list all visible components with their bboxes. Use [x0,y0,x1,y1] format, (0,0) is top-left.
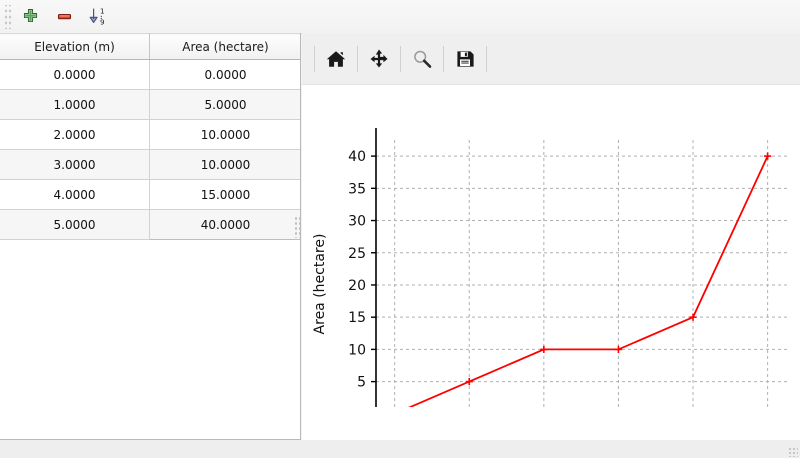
cell-elevation[interactable]: 2.0000 [0,119,150,150]
cell-elevation[interactable]: 4.0000 [0,179,150,210]
toolbar-drag-grip[interactable] [3,4,13,29]
toolbar-separator [486,45,487,72]
status-bar [0,440,800,458]
table-toolbar: 1 9 [0,0,800,34]
floppy-disk-icon [457,50,474,67]
svg-text:Area (hectare): Area (hectare) [312,234,328,335]
svg-text:35: 35 [348,181,366,197]
table-header-row: Elevation (m) Area (hectare) [0,33,300,60]
table-row[interactable]: 3.0000 10.0000 [0,149,300,180]
data-table-panel[interactable]: Elevation (m) Area (hectare) 0.0000 0.00… [0,33,301,440]
add-row-button[interactable] [14,2,46,32]
plus-icon [23,8,37,23]
toolbar-separator [314,45,315,72]
svg-text:1: 1 [100,6,105,15]
toolbar-separator [400,45,401,72]
svg-text:10: 10 [348,342,366,358]
cell-elevation[interactable]: 0.0000 [0,59,150,90]
svg-text:15: 15 [348,310,366,326]
plot-toolbar [302,33,800,85]
cell-area-selected[interactable]: 40.0000 [149,209,300,240]
save-button[interactable] [448,42,482,76]
cell-elevation[interactable]: 1.0000 [0,89,150,120]
elevation-area-table[interactable]: Elevation (m) Area (hectare) 0.0000 0.00… [0,33,300,240]
cell-area[interactable]: 10.0000 [149,119,300,150]
home-icon [326,50,346,67]
toolbar-separator [357,45,358,72]
table-row[interactable]: 1.0000 5.0000 [0,89,300,120]
cell-area[interactable]: 0.0000 [149,59,300,90]
pan-button[interactable] [362,42,396,76]
toolbar-separator [443,45,444,72]
cell-elevation[interactable]: 5.0000 [0,209,150,240]
sort-descending-icon: 1 9 [89,6,105,26]
svg-text:20: 20 [348,278,366,294]
column-header-elevation[interactable]: Elevation (m) [0,33,150,60]
svg-text:9: 9 [100,17,105,26]
table-body: 0.0000 0.0000 1.0000 5.0000 2.0000 10.00… [0,59,300,240]
cell-elevation[interactable]: 3.0000 [0,149,150,180]
cell-area[interactable]: 15.0000 [149,179,300,210]
remove-row-button[interactable] [48,2,80,32]
svg-text:5: 5 [357,375,366,391]
table-row[interactable]: 2.0000 10.0000 [0,119,300,150]
magnifier-icon [414,50,432,68]
zoom-button[interactable] [405,42,439,76]
minus-icon [57,13,71,20]
plot-panel-filler [302,407,800,440]
column-header-area[interactable]: Area (hectare) [149,33,300,60]
panel-splitter[interactable] [294,216,300,238]
resize-grip[interactable] [788,447,798,457]
plot-panel: 0510152025303540012345Elevation (m)Area … [302,33,800,454]
svg-text:30: 30 [348,214,366,230]
move-arrows-icon [370,49,388,67]
chart-canvas[interactable]: 0510152025303540012345Elevation (m)Area … [302,85,800,454]
cell-area[interactable]: 5.0000 [149,89,300,120]
sort-descending-button[interactable]: 1 9 [82,2,114,32]
cell-area[interactable]: 10.0000 [149,149,300,180]
home-button[interactable] [319,42,353,76]
table-row[interactable]: 5.0000 40.0000 [0,209,300,240]
svg-text:25: 25 [348,246,366,262]
line-chart: 0510152025303540012345Elevation (m)Area … [312,128,790,454]
svg-text:40: 40 [348,149,366,165]
table-row[interactable]: 0.0000 0.0000 [0,59,300,90]
table-row[interactable]: 4.0000 15.0000 [0,179,300,210]
